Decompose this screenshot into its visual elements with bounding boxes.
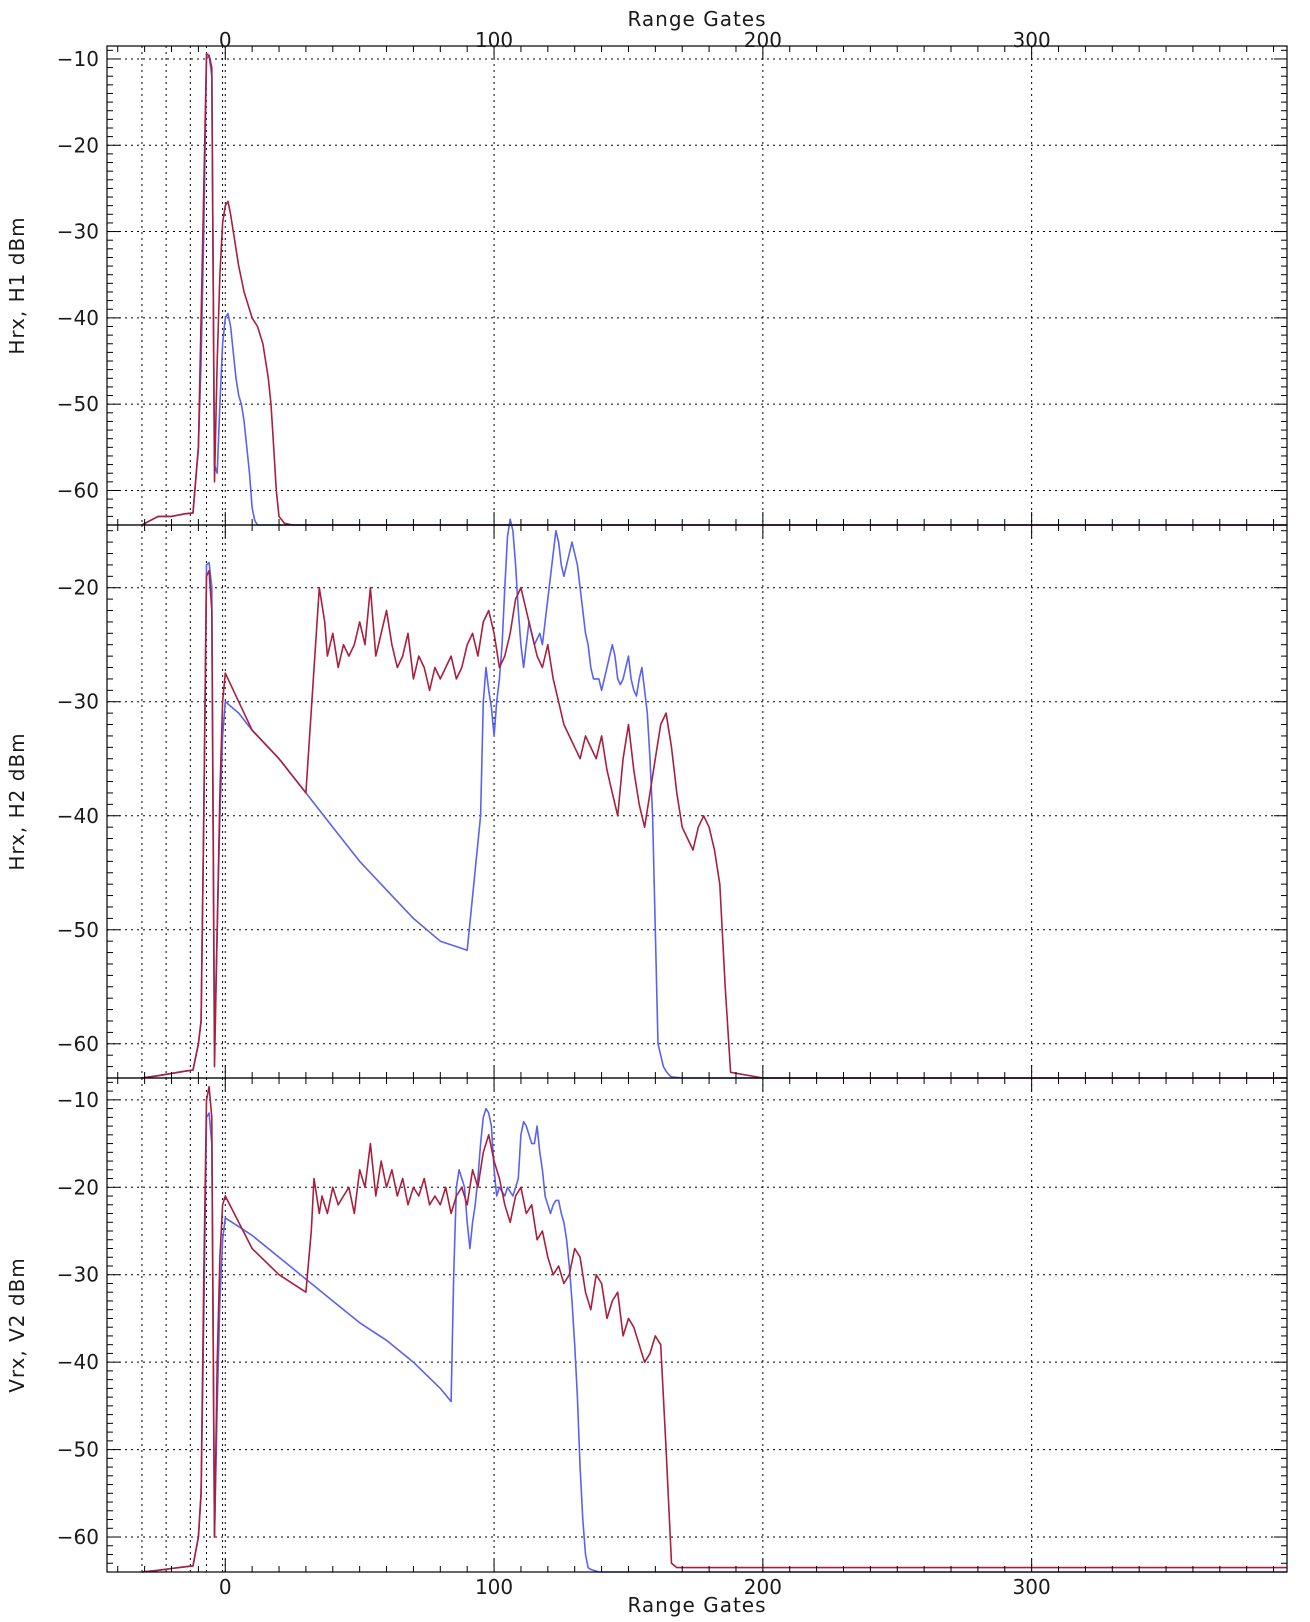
y-tick-label-p2-4: −50 [57,1438,99,1462]
x-tick-label-top-2: 200 [744,28,782,52]
blue-series-line-p0 [141,54,1287,526]
x-tick-label-top-3: 300 [1013,28,1051,52]
y-tick-label-p2-2: −30 [57,1263,99,1287]
blue-series-line-p1 [141,518,1287,1079]
red-series-line-p2 [141,1085,1287,1573]
y-tick-label-p2-1: −20 [57,1175,99,1199]
x-tick-label-top-0: 0 [219,28,232,52]
y-tick-label-p1-4: −60 [57,1032,99,1056]
ticks-layer [107,46,1287,1573]
top-x-axis-title: Range Gates [627,7,766,31]
y-tick-label-p0-5: −60 [57,478,99,502]
y-tick-label-p2-5: −60 [57,1525,99,1549]
series-layer [141,53,1287,1573]
y-tick-label-p2-0: −10 [57,1088,99,1112]
y-axis-title-p2: Vrx, V2 dBm [5,1257,29,1393]
blue-series-line-p2 [141,1107,1287,1573]
y-axis-title-p1: Hrx, H2 dBm [5,732,29,870]
y-axis-title-p0: Hrx, H1 dBm [5,216,29,354]
y-tick-label-p0-1: −20 [57,133,99,157]
plot-frame-p1 [106,524,1288,1079]
y-tick-label-p1-0: −20 [57,576,99,600]
y-tick-label-p0-2: −30 [57,220,99,244]
y-tick-label-p0-0: −10 [57,47,99,71]
y-tick-label-p1-2: −40 [57,804,99,828]
x-tick-label-bottom-1: 100 [475,1575,513,1599]
bottom-x-axis-title: Range Gates [627,1593,766,1617]
y-tick-label-p1-3: −50 [57,918,99,942]
labels-layer: −10 −20 −30 −40 −50 −60 Hrx, H1 dBm −20 −30 −40 −5… [5,28,1051,1599]
plot-frame-p2 [106,1077,1288,1573]
x-tick-label-bottom-3: 300 [1013,1575,1051,1599]
grid-layer [107,46,1287,1572]
red-series-line-p0 [141,53,1287,526]
red-series-line-p1 [141,569,1287,1079]
y-tick-label-p2-3: −40 [57,1350,99,1374]
frame-layer [106,45,1288,1573]
x-tick-label-top-1: 100 [475,28,513,52]
plot-frame-p0 [106,45,1288,526]
y-tick-label-p1-1: −30 [57,690,99,714]
y-tick-label-p0-4: −50 [57,392,99,416]
x-tick-label-bottom-0: 0 [219,1575,232,1599]
y-tick-label-p0-3: −40 [57,306,99,330]
x-tick-label-bottom-2: 200 [744,1575,782,1599]
